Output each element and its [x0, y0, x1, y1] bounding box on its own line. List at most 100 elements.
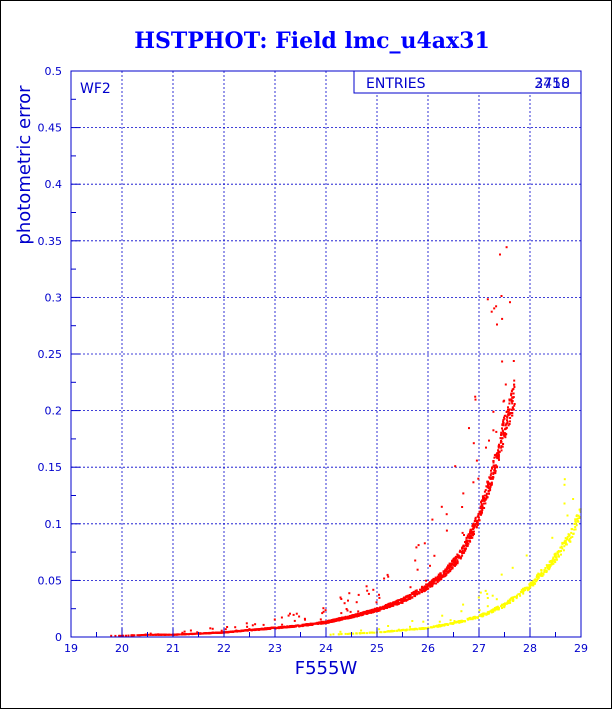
yellow-point [547, 565, 550, 568]
yellow-point [361, 632, 364, 635]
yellow-point [573, 523, 576, 525]
red-point [127, 634, 130, 637]
red-point [500, 440, 503, 443]
red-point [218, 631, 221, 634]
yellow-point [559, 546, 562, 549]
red-point [406, 594, 409, 597]
red-point [411, 592, 414, 595]
red-point [500, 446, 503, 449]
red-point [330, 620, 333, 623]
red-point [426, 587, 429, 590]
red-point [492, 476, 495, 479]
red-point [322, 607, 325, 610]
yellow-point [555, 556, 558, 559]
red-point [496, 457, 499, 459]
yellow-point [471, 618, 474, 621]
red-point [448, 563, 451, 566]
red-point [498, 451, 501, 453]
red-point [378, 609, 381, 612]
yellow-point [339, 630, 342, 633]
red-point [409, 586, 412, 589]
yellow-point [430, 626, 433, 629]
red-point [365, 585, 368, 588]
red-point [285, 626, 288, 629]
yellow-point [452, 622, 455, 625]
red-point [472, 532, 474, 535]
red-point [454, 564, 456, 567]
red-point [170, 633, 173, 636]
yellow-point [524, 586, 527, 589]
red-point [237, 629, 240, 632]
yellow-point [525, 554, 528, 557]
red-point [434, 576, 437, 579]
yellow-point [552, 562, 555, 565]
red-point [492, 464, 495, 467]
yellow-point [418, 627, 421, 630]
yellow-point [569, 540, 572, 543]
red-point [500, 431, 503, 434]
red-point [512, 388, 515, 390]
red-point [480, 502, 483, 505]
red-point [509, 301, 511, 304]
yellow-point [470, 617, 472, 620]
yellow-point [411, 620, 414, 622]
yellow-point [503, 604, 506, 607]
yellow-point [557, 553, 560, 556]
red-point [383, 577, 386, 580]
red-point [475, 526, 478, 528]
yellow-point [544, 567, 547, 569]
red-point [188, 633, 190, 636]
red-point [215, 631, 218, 634]
yellow-point [564, 537, 567, 540]
yellow-point [436, 625, 439, 628]
yellow-point [563, 502, 566, 505]
red-point [487, 490, 490, 493]
y-axis-label: photometric error [14, 85, 35, 245]
red-point [498, 443, 500, 446]
red-point [286, 625, 289, 628]
red-point [332, 619, 334, 622]
red-point [141, 634, 144, 636]
red-point [468, 427, 470, 430]
red-point [382, 607, 385, 610]
red-point [507, 406, 509, 409]
red-point [484, 489, 487, 492]
red-point [430, 582, 433, 585]
red-point [452, 563, 455, 566]
red-point [502, 420, 505, 423]
red-point [273, 618, 276, 621]
yellow-point [484, 612, 486, 615]
red-point [157, 633, 160, 636]
red-point [415, 593, 418, 595]
red-point [494, 472, 497, 475]
yellow-point [422, 627, 424, 630]
yellow-point [454, 621, 457, 624]
red-point [295, 624, 298, 627]
yellow-point [486, 597, 489, 599]
red-point [347, 617, 350, 620]
red-point [280, 626, 283, 629]
red-point [451, 567, 454, 570]
red-point [448, 567, 451, 570]
red-point [469, 537, 472, 539]
red-point [149, 633, 152, 636]
red-point [382, 605, 384, 608]
yellow-point [568, 534, 571, 536]
red-point [387, 575, 390, 578]
yellow-point [373, 631, 376, 634]
red-point [512, 392, 515, 395]
red-point [502, 422, 505, 424]
red-point [511, 402, 514, 405]
red-point [359, 613, 362, 616]
red-point [168, 633, 171, 636]
red-point [152, 633, 155, 636]
red-point [439, 573, 442, 576]
yellow-point [574, 520, 577, 523]
yellow-point [561, 547, 564, 550]
red-point [354, 615, 357, 618]
yellow-point [563, 540, 566, 543]
red-point [507, 424, 510, 427]
yellow-point [482, 614, 485, 617]
red-point [461, 531, 464, 534]
